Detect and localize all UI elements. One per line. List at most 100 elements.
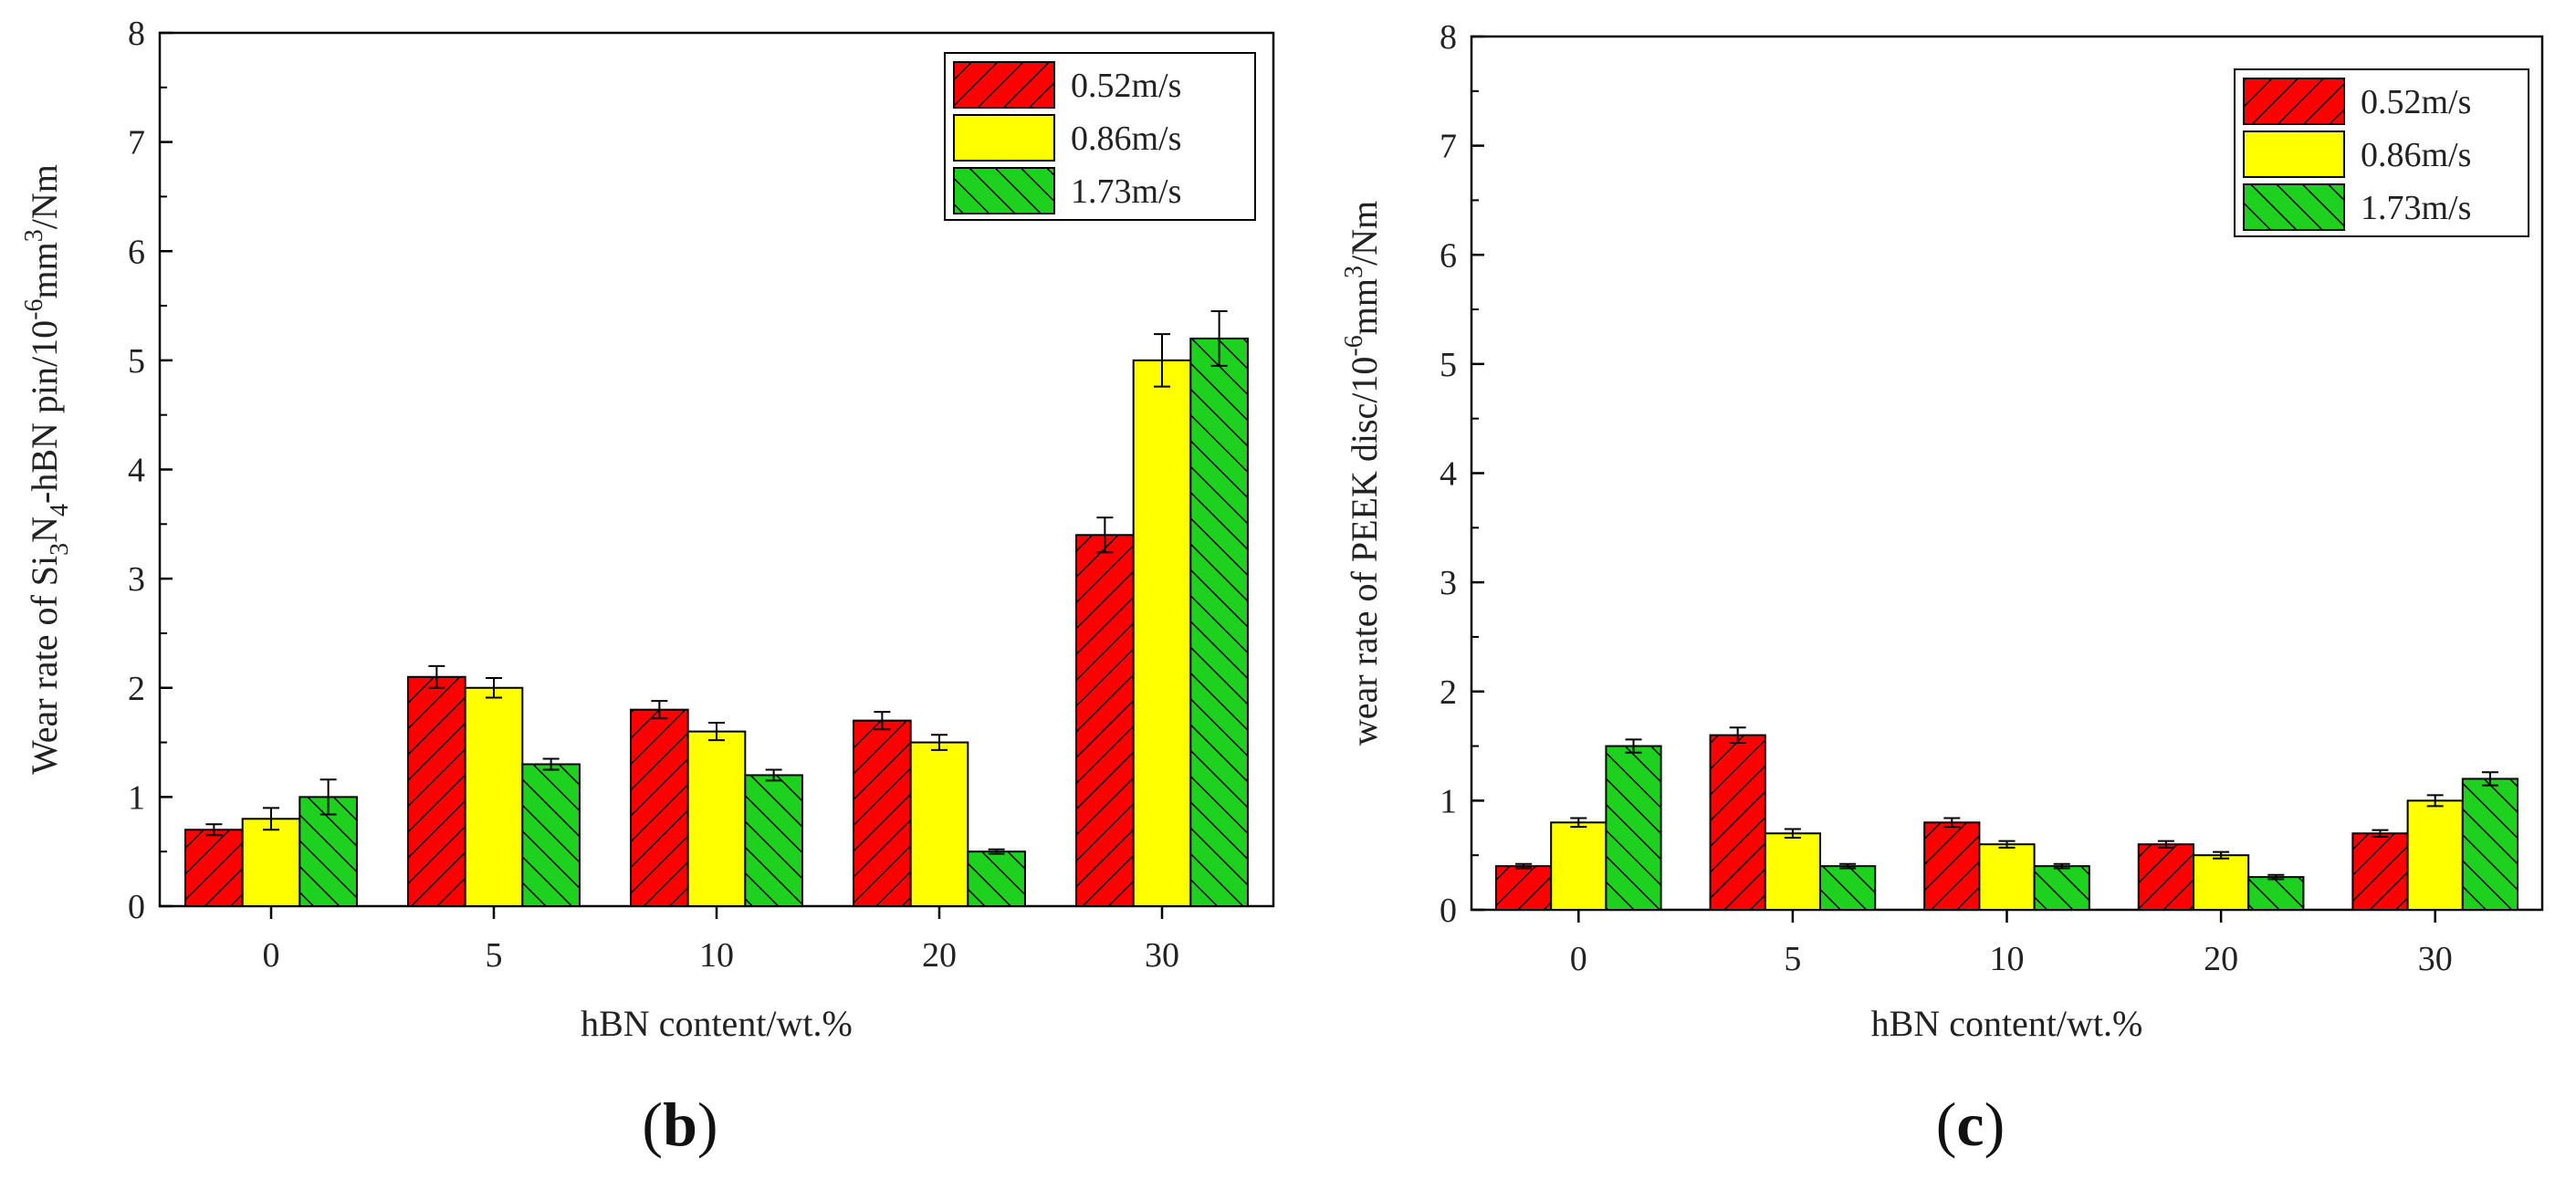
bar-fill <box>242 819 300 906</box>
y-axis-title-part: -hBN pin/10 <box>24 320 65 504</box>
bar <box>1075 534 1135 908</box>
legend: 0.52m/s 0.86m/s 1.73m/s <box>944 52 1256 221</box>
legend-label: 0.52m/s <box>2361 83 2471 121</box>
y-axis-title-part: -6 <box>1340 335 1368 356</box>
y-tick-label: 6 <box>128 233 145 271</box>
bar-fill <box>1764 833 1821 910</box>
panel-label: (b) <box>642 1090 717 1159</box>
bar <box>2033 865 2090 912</box>
y-tick-label: 4 <box>128 452 145 490</box>
panel-label-close-paren: ) <box>697 1090 718 1159</box>
bar <box>184 829 244 908</box>
legend-label: 0.52m/s <box>1071 67 1181 105</box>
bar <box>2137 843 2194 911</box>
x-tick-label: 10 <box>699 936 734 975</box>
bar-fill <box>1551 822 1607 910</box>
bar <box>967 850 1026 907</box>
legend-swatch <box>953 61 1055 109</box>
y-tick-label: 4 <box>1440 455 1457 494</box>
legend-swatch <box>2243 130 2345 178</box>
bar <box>407 675 466 907</box>
y-axis-title-part: Wear rate of Si <box>24 556 65 775</box>
bar <box>2247 876 2305 911</box>
chart-panel-b: 0 1 2 3 4 5 6 7 8 0 5 10 20 30 0.52m/s 0.86m/s 1.73m/s hB… <box>20 15 1275 1159</box>
bar <box>1709 734 1766 911</box>
bar <box>1189 337 1249 907</box>
y-axis-title-part: -6 <box>20 299 48 320</box>
legend-swatch-fill <box>2244 131 2344 177</box>
bar-fill <box>1133 360 1191 906</box>
y-axis-title-part: 4 <box>46 504 74 516</box>
y-axis-title-part: /Nm <box>1344 201 1385 266</box>
y-tick-label: 0 <box>128 888 145 926</box>
bar-fill <box>2407 800 2463 910</box>
x-axis-title: hBN content/wt.% <box>581 1003 853 1044</box>
bar-fill <box>687 731 746 906</box>
legend-label: 1.73m/s <box>2361 189 2471 227</box>
y-tick-label: 3 <box>1440 564 1457 602</box>
y-axis-title-part: N <box>24 516 65 543</box>
y-tick-label: 8 <box>128 15 145 53</box>
x-tick-label: 5 <box>486 936 503 975</box>
y-tick-label: 0 <box>1440 892 1457 930</box>
bar <box>853 719 912 908</box>
bar <box>1923 821 1981 911</box>
y-axis-title-part: /Nm <box>24 164 65 229</box>
y-tick-label: 3 <box>128 560 145 599</box>
panel-label: (c) <box>1936 1090 2005 1159</box>
x-tick-label: 20 <box>922 936 957 975</box>
chart-panel-c: 0 1 2 3 4 5 6 7 8 0 5 10 20 30 0.52m/s 0.86m/s 1.73m/s hB… <box>1340 18 2544 1159</box>
bar <box>744 774 803 908</box>
bar <box>1605 745 1662 911</box>
y-axis-title-part: mm <box>1344 278 1385 335</box>
panel-label-close-paren: ) <box>1984 1090 2005 1159</box>
panel-label-letter: c <box>1956 1090 1984 1159</box>
legend-swatch <box>2243 78 2345 125</box>
panel-label-open-paren: ( <box>1936 1090 1957 1159</box>
y-axis-title: wear rate of PEEK disc/10-6mm3/Nm <box>1340 201 1385 746</box>
y-tick-label: 6 <box>1440 236 1457 275</box>
y-tick-label: 8 <box>1440 18 1457 57</box>
legend-swatch <box>2243 183 2345 231</box>
x-axis-title: hBN content/wt.% <box>1871 1003 2143 1044</box>
x-tick-label: 10 <box>1990 940 2025 978</box>
y-tick-label: 2 <box>1440 673 1457 712</box>
y-tick-label: 1 <box>1440 782 1457 820</box>
bar-fill <box>1979 844 2035 910</box>
x-tick-label: 30 <box>2418 940 2453 978</box>
y-axis-title-part: 3 <box>1340 266 1368 278</box>
legend-swatch <box>953 114 1055 162</box>
legend-label: 0.86m/s <box>1071 120 1181 158</box>
bar-fill <box>910 742 969 906</box>
y-tick-label: 1 <box>128 778 145 817</box>
y-tick-label: 2 <box>128 670 145 708</box>
y-axis-title-part: 3 <box>46 543 74 556</box>
y-axis-title: Wear rate of Si3N4-hBN pin/10-6mm3/Nm <box>20 164 74 775</box>
legend-label: 0.86m/s <box>2361 136 2471 174</box>
legend: 0.52m/s 0.86m/s 1.73m/s <box>2234 68 2529 237</box>
legend-label: 1.73m/s <box>1071 172 1181 211</box>
legend-swatch-fill <box>954 115 1054 161</box>
y-axis-title-part: 3 <box>20 229 48 242</box>
x-tick-label: 0 <box>263 936 280 975</box>
bar <box>2351 832 2409 912</box>
x-tick-label: 20 <box>2204 940 2238 978</box>
panel-label-letter: b <box>663 1090 697 1159</box>
bar <box>521 763 581 907</box>
bar <box>630 708 689 907</box>
y-axis-title-part: wear rate of PEEK disc/10 <box>1344 357 1385 746</box>
x-tick-label: 30 <box>1145 936 1179 975</box>
bar-fill <box>465 687 523 906</box>
y-tick-label: 5 <box>1440 346 1457 384</box>
bar <box>1494 865 1553 912</box>
x-tick-label: 5 <box>1784 940 1801 978</box>
y-axis-title-part: mm <box>24 242 65 298</box>
bar <box>2461 777 2519 912</box>
y-tick-label: 7 <box>128 124 145 162</box>
legend-swatch <box>953 167 1055 214</box>
y-tick-label: 5 <box>128 342 145 381</box>
panel-label-open-paren: ( <box>642 1090 663 1159</box>
y-tick-label: 7 <box>1440 128 1457 166</box>
x-tick-label: 0 <box>1570 940 1587 978</box>
